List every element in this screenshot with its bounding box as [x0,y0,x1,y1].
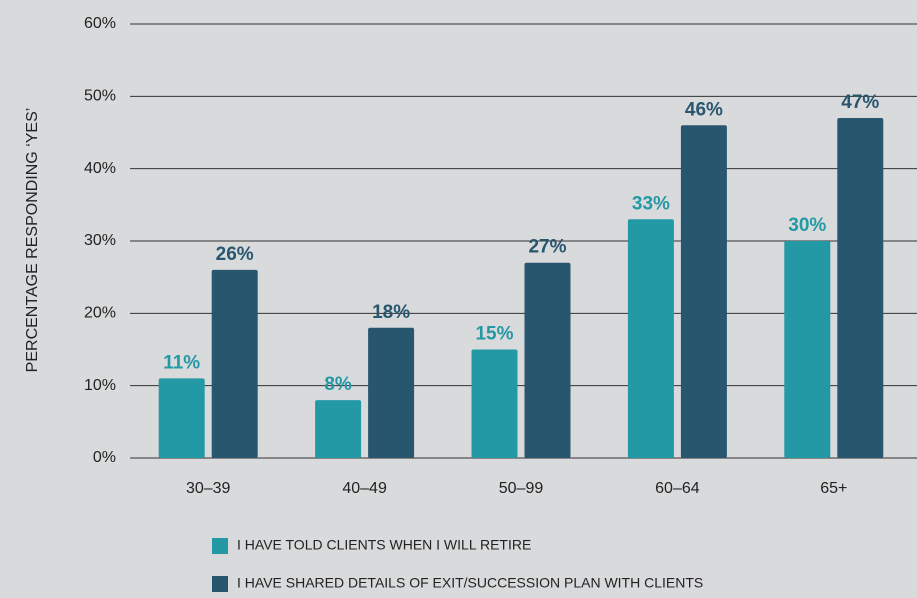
value-label: 8% [324,374,352,395]
legend-label: I HAVE TOLD CLIENTS WHEN I WILL RETIRE [237,537,531,553]
y-tick-label: 60% [84,15,116,32]
value-label: 15% [475,324,513,345]
x-tick-label: 60–64 [655,480,700,497]
y-axis-label: PERCENTAGE RESPONDING ‘YES’ [24,108,41,373]
bar [471,349,518,458]
x-tick-label: 65+ [820,480,847,497]
legend-label: I HAVE SHARED DETAILS OF EXIT/SUCCESSION… [237,575,703,591]
y-tick-label: 40% [84,160,116,177]
bar [158,378,205,458]
value-label: 27% [528,237,566,258]
y-tick-label: 30% [84,232,116,249]
value-label: 33% [632,193,670,214]
value-label: 26% [216,244,254,265]
bar [211,269,258,458]
legend-swatch [212,538,228,554]
bar [784,241,831,458]
bar [368,327,415,458]
x-tick-label: 30–39 [186,480,231,497]
bar [627,219,674,458]
y-tick-label: 0% [93,449,116,466]
x-tick-label: 50–99 [499,480,544,497]
y-tick-label: 10% [84,377,116,394]
bar [837,118,884,459]
value-label: 46% [685,99,723,120]
value-label: 30% [788,215,826,236]
value-label: 47% [841,92,879,113]
y-tick-label: 50% [84,88,116,105]
bar [680,125,727,459]
value-label: 11% [163,352,200,373]
bar [315,400,362,458]
y-tick-label: 20% [84,305,116,322]
x-tick-label: 40–49 [342,480,387,497]
bar [524,262,571,458]
legend-swatch [212,576,228,592]
value-label: 18% [372,302,410,323]
